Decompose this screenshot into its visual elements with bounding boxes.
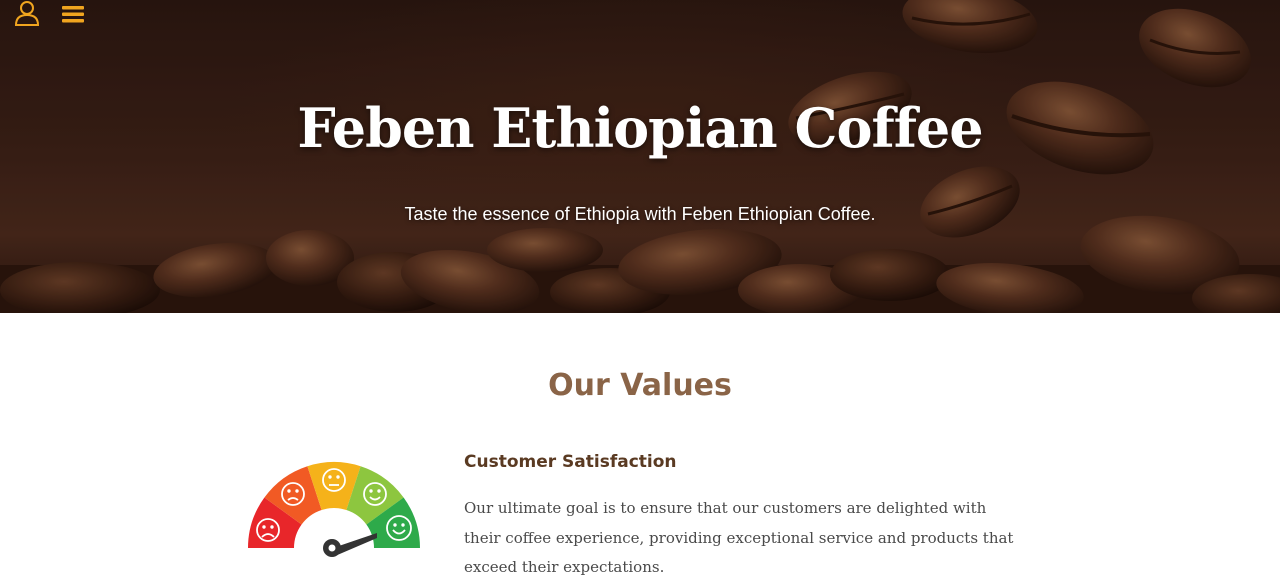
coffee-beans-background	[0, 0, 1280, 313]
hamburger-menu-icon	[62, 6, 84, 23]
hero-title: Feben Ethiopian Coffee	[297, 96, 983, 160]
hero-subtitle: Taste the essence of Ethiopia with Feben…	[404, 204, 876, 224]
value-description: Our ultimate goal is to ensure that our …	[464, 499, 1014, 576]
value-item-customer-satisfaction	[243, 460, 425, 565]
satisfaction-gauge-icon	[248, 461, 420, 557]
user-icon	[14, 1, 40, 26]
user-account-button[interactable]	[10, 0, 44, 28]
menu-button[interactable]	[62, 4, 84, 24]
hero-banner: Feben Ethiopian Coffee Taste the essence…	[0, 0, 1280, 313]
values-heading: Our Values	[548, 368, 732, 403]
value-title: Customer Satisfaction	[464, 452, 677, 472]
